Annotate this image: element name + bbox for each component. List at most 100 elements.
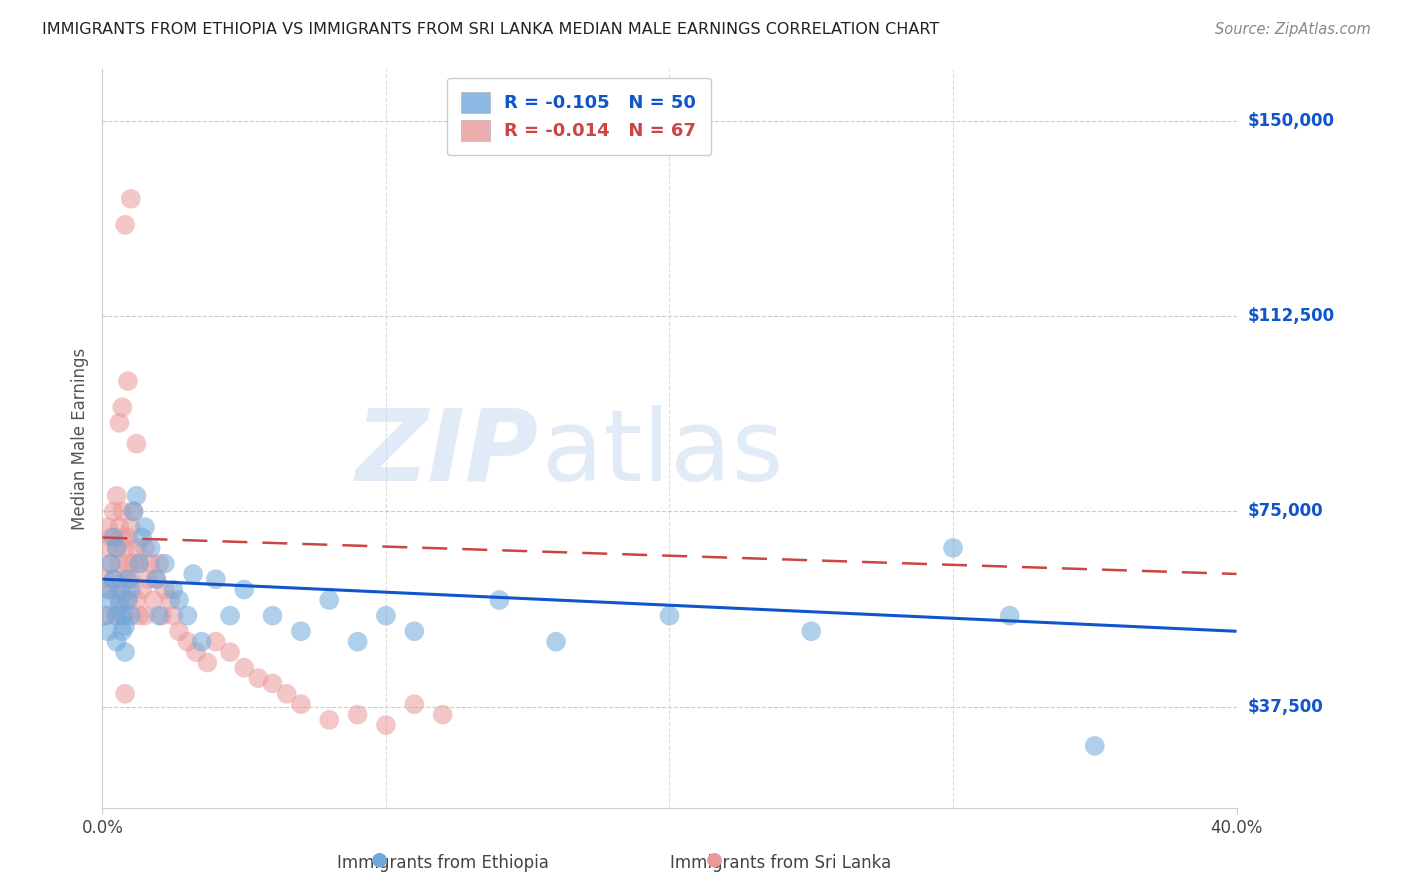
Point (103, 504, 125, 518)
Point (117, 374, 139, 388)
Point (105, 608, 128, 623)
Point (162, 582, 184, 597)
Point (125, 489, 148, 503)
Point (233, 582, 256, 597)
Point (114, 645, 136, 659)
Point (148, 608, 170, 623)
Point (262, 676, 284, 690)
Point (375, 608, 398, 623)
Point (111, 624, 134, 639)
Point (205, 572, 228, 586)
Point (105, 541, 128, 555)
Point (103, 572, 125, 586)
Point (181, 566, 204, 581)
Point (125, 541, 148, 555)
Point (318, 593, 340, 607)
Point (100, 557, 122, 571)
Text: atlas: atlas (543, 405, 785, 502)
Point (134, 520, 156, 534)
Text: Immigrants from Sri Lanka: Immigrants from Sri Lanka (669, 855, 891, 872)
Point (120, 572, 142, 586)
Point (114, 608, 136, 623)
Point (100, 557, 122, 571)
Point (111, 401, 134, 415)
Point (125, 593, 148, 607)
Point (134, 541, 156, 555)
Point (276, 687, 298, 701)
Point (247, 671, 270, 685)
Text: $75,000: $75,000 (1247, 502, 1323, 520)
Point (117, 531, 139, 545)
Point (800, 624, 823, 639)
Point (153, 582, 176, 597)
Point (125, 436, 148, 450)
Point (94, 572, 117, 586)
Point (162, 608, 184, 623)
Point (108, 582, 131, 597)
Point (153, 557, 176, 571)
Point (117, 593, 139, 607)
Point (404, 697, 426, 711)
Point (488, 593, 510, 607)
Point (145, 572, 167, 586)
Point (114, 572, 136, 586)
Point (114, 687, 136, 701)
Point (120, 582, 142, 597)
Point (942, 541, 965, 555)
Point (346, 707, 368, 722)
Point (111, 504, 134, 518)
Text: ZIP: ZIP (356, 405, 538, 502)
Point (131, 531, 153, 545)
Text: IMMIGRANTS FROM ETHIOPIA VS IMMIGRANTS FROM SRI LANKA MEDIAN MALE EARNINGS CORRE: IMMIGRANTS FROM ETHIOPIA VS IMMIGRANTS F… (42, 22, 939, 37)
Point (122, 504, 145, 518)
Point (111, 582, 134, 597)
Point (103, 531, 125, 545)
Point (114, 218, 136, 232)
Point (97, 582, 120, 597)
Text: ●: ● (371, 850, 388, 869)
Point (108, 593, 131, 607)
Point (176, 608, 198, 623)
Point (100, 593, 122, 607)
Point (120, 520, 142, 534)
Point (139, 557, 162, 571)
Point (108, 599, 131, 613)
Point (139, 541, 162, 555)
Point (404, 624, 426, 639)
Point (111, 608, 134, 623)
Point (128, 557, 150, 571)
Point (290, 697, 312, 711)
Point (128, 608, 150, 623)
Point (998, 608, 1021, 623)
Point (117, 593, 139, 607)
Point (219, 608, 242, 623)
Point (108, 416, 131, 430)
Point (176, 634, 198, 648)
Legend: R = -0.105   N = 50, R = -0.014   N = 67: R = -0.105 N = 50, R = -0.014 N = 67 (447, 78, 711, 155)
Point (105, 634, 128, 648)
Y-axis label: Median Male Earnings: Median Male Earnings (72, 347, 89, 530)
Point (120, 608, 142, 623)
Point (290, 624, 312, 639)
Point (1084, 739, 1107, 753)
Point (128, 557, 150, 571)
Point (108, 557, 131, 571)
Point (122, 557, 145, 571)
Point (159, 593, 181, 607)
Point (94, 608, 117, 623)
Point (262, 608, 284, 623)
Point (100, 582, 122, 597)
Text: Immigrants from Ethiopia: Immigrants from Ethiopia (337, 855, 548, 872)
Point (142, 593, 165, 607)
Point (205, 634, 228, 648)
Point (544, 634, 567, 648)
Point (233, 661, 256, 675)
Text: $37,500: $37,500 (1247, 698, 1323, 716)
Point (108, 520, 131, 534)
Point (190, 634, 212, 648)
Point (318, 713, 340, 727)
Text: Source: ZipAtlas.com: Source: ZipAtlas.com (1215, 22, 1371, 37)
Point (97, 541, 120, 555)
Point (105, 608, 128, 623)
Point (103, 572, 125, 586)
